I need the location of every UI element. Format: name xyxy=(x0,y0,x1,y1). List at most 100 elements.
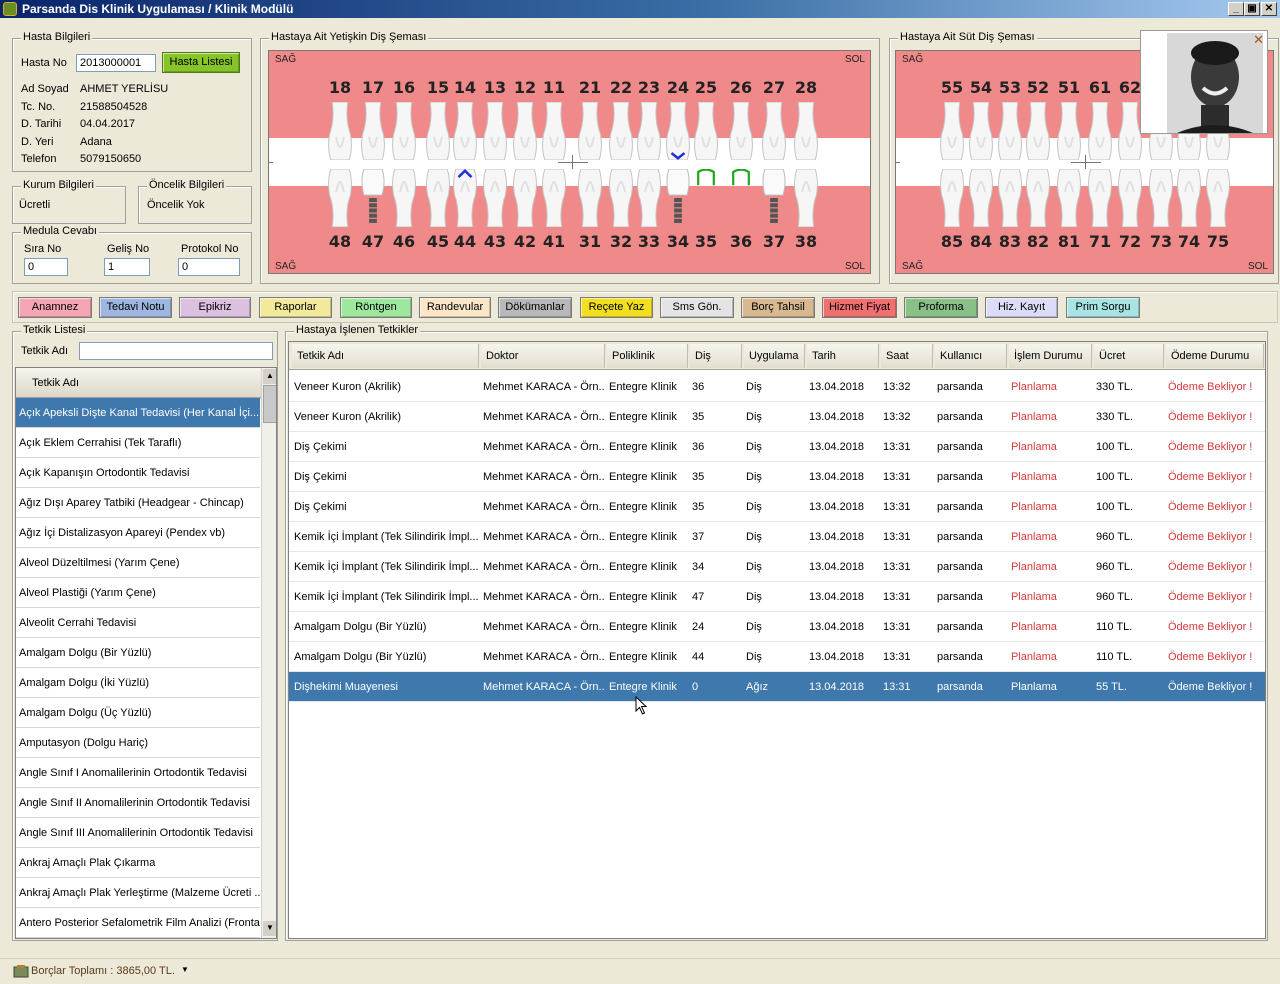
islenen-row[interactable]: Veneer Kuron (Akrilik) Mehmet KARACA - Ör… xyxy=(289,372,1265,402)
tetkik-list-item[interactable]: Amalgam Dolgu (Üç Yüzlü) xyxy=(16,698,260,728)
toolbar-button-prim-sorgu[interactable]: Prim Sorgu xyxy=(1066,297,1140,318)
dropdown-arrow-icon[interactable]: ▼ xyxy=(181,965,189,974)
column-header[interactable]: Kullanıcı xyxy=(935,344,1007,368)
protokol-no-field[interactable]: 0 xyxy=(178,258,240,276)
column-header[interactable]: Poliklinik xyxy=(607,344,688,368)
tooth-11[interactable] xyxy=(541,102,567,160)
column-header[interactable]: Uygulama xyxy=(744,344,805,368)
tooth-45[interactable] xyxy=(425,169,451,227)
tooth-82[interactable] xyxy=(1025,169,1051,227)
tooth-35[interactable] xyxy=(693,169,719,227)
tetkik-list-item[interactable]: Antero Posterior Sefalometrik Film Anali… xyxy=(16,908,260,938)
toolbar-button-proforma[interactable]: Proforma xyxy=(904,297,978,318)
tooth-42[interactable] xyxy=(512,169,538,227)
tetkik-list-item[interactable]: Amputasyon (Dolgu Hariç) xyxy=(16,728,260,758)
maximize-button[interactable]: ▣ xyxy=(1244,2,1260,16)
toolbar-button-tedavi-notu[interactable]: Tedavi Notu xyxy=(99,297,172,318)
tooth-38[interactable] xyxy=(793,169,819,227)
scroll-up-icon[interactable]: ▲ xyxy=(263,369,276,384)
tooth-48[interactable] xyxy=(327,169,353,227)
tetkik-list-item[interactable]: Ağız İçi Distalizasyon Apareyi (Pendex v… xyxy=(16,518,260,548)
tooth-51[interactable] xyxy=(1056,102,1082,160)
patient-no-field[interactable]: 2013000001 xyxy=(76,54,156,72)
toolbar-button-raporlar[interactable]: Raporlar xyxy=(259,297,332,318)
tetkik-list-item[interactable]: Amalgam Dolgu (İki Yüzlü) xyxy=(16,668,260,698)
tetkik-list-item[interactable]: Angle Sınıf II Anomalilerinin Ortodontik… xyxy=(16,788,260,818)
tooth-18[interactable] xyxy=(327,102,353,160)
tetkik-list-item[interactable]: Angle Sınıf I Anomalilerinin Ortodontik … xyxy=(16,758,260,788)
tetkik-search-input[interactable] xyxy=(79,342,273,360)
tetkik-list-item[interactable]: Açık Kapanışın Ortodontik Tedavisi xyxy=(16,458,260,488)
tooth-16[interactable] xyxy=(391,102,417,160)
tooth-33[interactable] xyxy=(636,169,662,227)
tooth-83[interactable] xyxy=(997,169,1023,227)
tooth-47[interactable] xyxy=(360,169,386,227)
tetkik-list-item[interactable]: Ankraj Amaçlı Plak Çıkarma xyxy=(16,848,260,878)
tooth-34[interactable] xyxy=(665,169,691,227)
tooth-46[interactable] xyxy=(391,169,417,227)
tooth-12[interactable] xyxy=(512,102,538,160)
islenen-row[interactable]: Dişhekimi Muayenesi Mehmet KARACA - Örn..… xyxy=(289,672,1265,702)
tooth-28[interactable] xyxy=(793,102,819,160)
tooth-41[interactable] xyxy=(541,169,567,227)
islenen-row[interactable]: Amalgam Dolgu (Bir Yüzlü) Mehmet KARACA -… xyxy=(289,642,1265,672)
column-header[interactable]: Ücret xyxy=(1094,344,1164,368)
minimize-button[interactable]: _ xyxy=(1228,2,1244,16)
tooth-72[interactable] xyxy=(1117,169,1143,227)
tooth-14[interactable] xyxy=(452,102,478,160)
gelis-no-field[interactable]: 1 xyxy=(104,258,150,276)
tetkik-list-header[interactable]: Tetkik Adı xyxy=(16,368,261,398)
toolbar-button-anamnez[interactable]: Anamnez xyxy=(18,297,92,318)
child-tooth-chart[interactable]: SAĞ SAĞ SOL 5554535251616263646585848382… xyxy=(895,50,1274,274)
tetkik-list-item[interactable]: Alveol Düzeltilmesi (Yarım Çene) xyxy=(16,548,260,578)
tooth-74[interactable] xyxy=(1176,169,1202,227)
sira-no-field[interactable]: 0 xyxy=(24,258,68,276)
column-header[interactable]: Tetkik Adı xyxy=(292,344,479,368)
islenen-row[interactable]: Veneer Kuron (Akrilik) Mehmet KARACA - Ör… xyxy=(289,402,1265,432)
column-header[interactable]: Tarih xyxy=(807,344,879,368)
tooth-26[interactable] xyxy=(728,102,754,160)
tetkik-list-item[interactable]: Ankraj Amaçlı Plak Yerleştirme (Malzeme … xyxy=(16,878,260,908)
tetkik-list-item[interactable]: Angle Sınıf III Anomalilerinin Ortodonti… xyxy=(16,818,260,848)
toolbar-button-hiz-kay-t[interactable]: Hiz. Kayıt xyxy=(985,297,1058,318)
islenen-row[interactable]: Diş Çekimi Mehmet KARACA - Örn... Entegre … xyxy=(289,432,1265,462)
tooth-21[interactable] xyxy=(577,102,603,160)
islenen-row[interactable]: Diş Çekimi Mehmet KARACA - Örn... Entegre … xyxy=(289,492,1265,522)
islenen-row[interactable]: Diş Çekimi Mehmet KARACA - Örn... Entegre … xyxy=(289,462,1265,492)
tooth-17[interactable] xyxy=(360,102,386,160)
tetkik-list-item[interactable]: Alveolit Cerrahi Tedavisi xyxy=(16,608,260,638)
toolbar-button-epikriz[interactable]: Epikriz xyxy=(179,297,251,318)
tooth-62[interactable] xyxy=(1117,102,1143,160)
toolbar-button-d-k-manlar[interactable]: Dökümanlar xyxy=(498,297,572,318)
islenen-row[interactable]: Kemik İçi İmplant (Tek Silindirik İmpl..… xyxy=(289,552,1265,582)
tooth-22[interactable] xyxy=(608,102,634,160)
islenen-row[interactable]: Kemik İçi İmplant (Tek Silindirik İmpl..… xyxy=(289,522,1265,552)
tooth-27[interactable] xyxy=(761,102,787,160)
toolbar-button-hizmet-fiyat[interactable]: Hizmet Fiyat xyxy=(822,297,897,318)
tooth-44[interactable] xyxy=(452,169,478,227)
tooth-52[interactable] xyxy=(1025,102,1051,160)
column-header[interactable]: Ödeme Durumu xyxy=(1166,344,1264,368)
tooth-61[interactable] xyxy=(1087,102,1113,160)
islenen-row[interactable]: Kemik İçi İmplant (Tek Silindirik İmpl..… xyxy=(289,582,1265,612)
photo-close-icon[interactable]: ✕ xyxy=(1253,32,1264,47)
tetkik-scrollbar[interactable]: ▲ ▼ xyxy=(261,368,276,938)
tooth-85[interactable] xyxy=(939,169,965,227)
toolbar-button-randevular[interactable]: Randevular xyxy=(419,297,491,318)
tooth-71[interactable] xyxy=(1087,169,1113,227)
tooth-25[interactable] xyxy=(693,102,719,160)
scroll-down-icon[interactable]: ▼ xyxy=(263,921,276,936)
tooth-75[interactable] xyxy=(1205,169,1231,227)
toolbar-button-r-ntgen[interactable]: Röntgen xyxy=(340,297,412,318)
toolbar-button-bor-tahsil[interactable]: Borç Tahsil xyxy=(741,297,815,318)
adult-tooth-chart[interactable]: SAĞ SOL SAĞ SOL 18 17 16 15 14 13 12 11 21 22 23 24… xyxy=(268,50,871,274)
tetkik-list-item[interactable]: Amalgam Dolgu (Bir Yüzlü) xyxy=(16,638,260,668)
patient-list-button[interactable]: Hasta Listesi xyxy=(162,52,240,73)
scroll-thumb[interactable] xyxy=(263,385,276,423)
tooth-31[interactable] xyxy=(577,169,603,227)
tooth-13[interactable] xyxy=(482,102,508,160)
column-header[interactable]: Diş xyxy=(690,344,742,368)
tetkik-list-item[interactable]: Ağız Dışı Aparey Tatbiki (Headgear - Chi… xyxy=(16,488,260,518)
tooth-43[interactable] xyxy=(482,169,508,227)
tooth-53[interactable] xyxy=(997,102,1023,160)
